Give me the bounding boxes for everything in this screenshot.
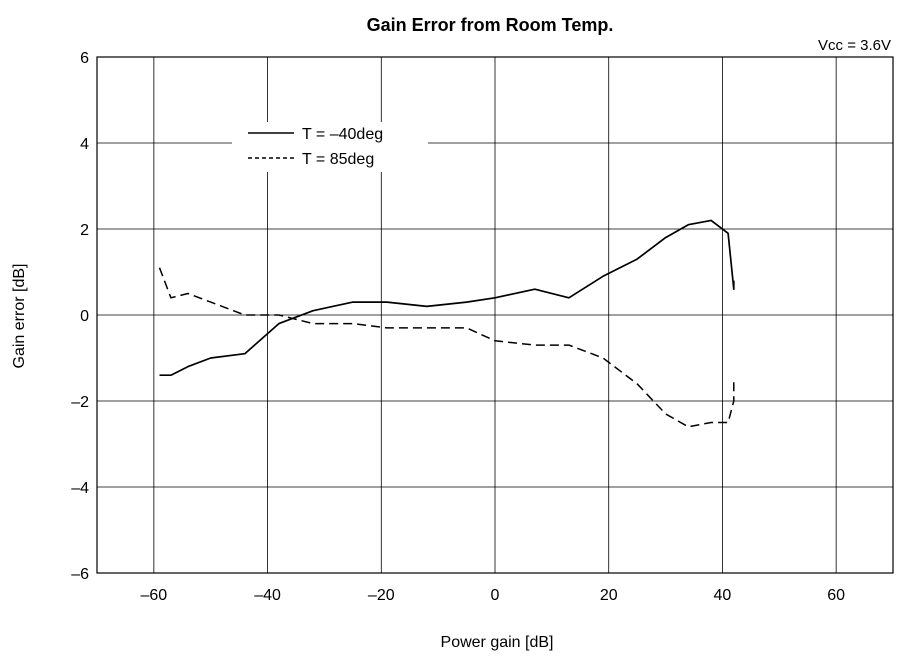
legend-label-series-1: T = –40deg [302, 126, 383, 143]
x-tick-label: 40 [714, 587, 732, 604]
x-tick-label: –60 [141, 587, 168, 604]
y-tick-label: –6 [71, 566, 89, 583]
y-tick-label: 6 [80, 50, 89, 67]
x-tick-label: –20 [368, 587, 395, 604]
x-tick-label: 20 [600, 587, 618, 604]
x-tick-label: 0 [491, 587, 500, 604]
y-tick-label: –4 [71, 480, 89, 497]
legend: T = –40deg T = 85deg [232, 122, 428, 172]
vcc-annotation: Vcc = 3.6V [818, 37, 891, 54]
series-line-1 [159, 219, 735, 377]
x-axis-label: Power gain [dB] [441, 634, 554, 651]
series-line-2 [158, 267, 735, 428]
y-tick-label: 4 [80, 136, 89, 153]
chart-title: Gain Error from Room Temp. [367, 15, 614, 35]
y-tick-label: 2 [80, 222, 89, 239]
legend-label-series-2: T = 85deg [302, 151, 374, 168]
x-tick-label: –40 [254, 587, 281, 604]
plot-frame [96, 56, 894, 574]
y-tick-label: 0 [80, 308, 89, 325]
series-lines [158, 219, 735, 428]
y-tick-labels: –6 –4 –2 0 2 4 6 [71, 50, 89, 583]
x-tick-label: 60 [827, 587, 845, 604]
x-tick-labels: –60 –40 –20 0 20 40 60 [141, 587, 846, 604]
y-axis-label: Gain error [dB] [11, 264, 28, 369]
y-tick-label: –2 [71, 394, 89, 411]
legend-background [232, 122, 428, 172]
